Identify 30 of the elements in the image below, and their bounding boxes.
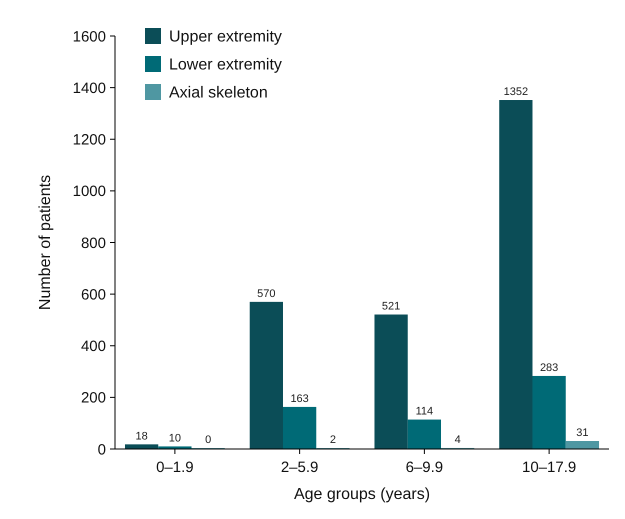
data-label: 2: [330, 434, 336, 446]
y-tick-label: 1600: [72, 28, 106, 46]
data-label: 163: [290, 392, 309, 405]
x-tick-label: 2–5.9: [280, 459, 318, 476]
y-tick-label: 1400: [72, 80, 106, 97]
data-label: 570: [257, 288, 276, 300]
x-tick-label: 0–1.9: [156, 459, 194, 476]
legend-label: Axial skeleton: [169, 84, 268, 102]
y-tick-label: 0: [98, 441, 106, 458]
y-tick-label: 1000: [72, 183, 106, 200]
x-axis-title: Age groups (years): [294, 486, 430, 503]
y-tick-label: 600: [80, 286, 106, 304]
data-label: 114: [416, 406, 434, 418]
data-label: 1352: [504, 86, 528, 98]
legend-label: Upper extremity: [169, 28, 282, 46]
data-label: 283: [540, 362, 558, 374]
data-label: 10: [168, 432, 182, 444]
y-axis-title: Number of patients: [37, 174, 54, 310]
y-tick-label: 200: [80, 390, 106, 407]
legend-label: Lower extremity: [169, 56, 282, 74]
x-tick-label: 10–17.9: [522, 459, 576, 476]
data-label: 18: [135, 430, 148, 442]
data-label: 4: [454, 434, 461, 446]
y-tick-label: 400: [80, 338, 106, 355]
data-label: 0: [205, 434, 212, 446]
data-label: 521: [382, 300, 400, 313]
data-label: 31: [576, 427, 589, 439]
x-tick-label: 6–9.9: [406, 459, 444, 476]
y-tick-label: 800: [80, 234, 106, 252]
y-tick-label: 1200: [72, 132, 106, 148]
